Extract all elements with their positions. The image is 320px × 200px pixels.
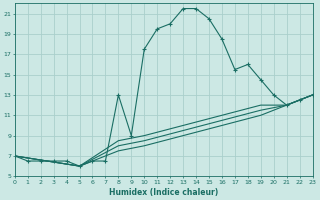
- X-axis label: Humidex (Indice chaleur): Humidex (Indice chaleur): [109, 188, 218, 197]
